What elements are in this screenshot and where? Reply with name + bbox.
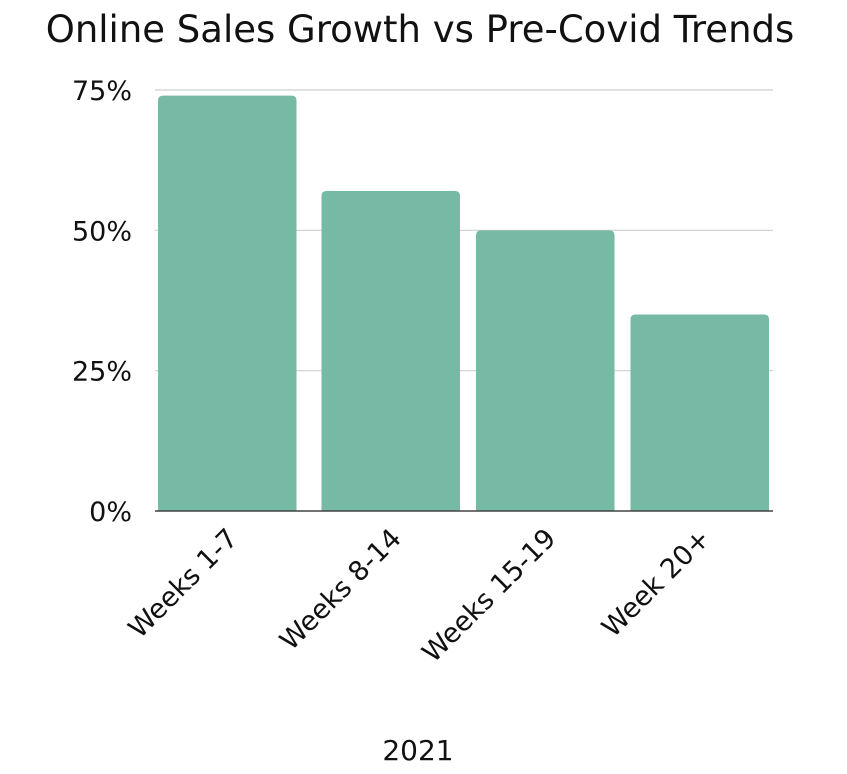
x-tick-label: Weeks 1-7	[123, 523, 244, 644]
y-tick-label: 25%	[72, 357, 132, 388]
bar	[158, 95, 297, 511]
x-tick-label: Weeks 8-14	[274, 523, 408, 657]
chart-title: Online Sales Growth vs Pre-Covid Trends	[46, 8, 795, 51]
x-axis-ticks: Weeks 1-7 Weeks 8-14 Weeks 15-19 Week 20+	[123, 523, 717, 669]
x-tick-label: Weeks 15-19	[416, 523, 562, 669]
bar	[321, 191, 460, 512]
x-tick-label: Week 20+	[596, 523, 717, 644]
bar	[630, 314, 769, 511]
y-tick-label: 0%	[89, 497, 132, 528]
bars	[158, 95, 769, 512]
bar	[476, 230, 615, 512]
y-axis-ticks: 0% 25% 50% 75%	[72, 76, 132, 528]
y-tick-label: 50%	[72, 216, 132, 247]
x-axis-label: 2021	[382, 734, 453, 767]
y-tick-label: 75%	[72, 76, 132, 107]
